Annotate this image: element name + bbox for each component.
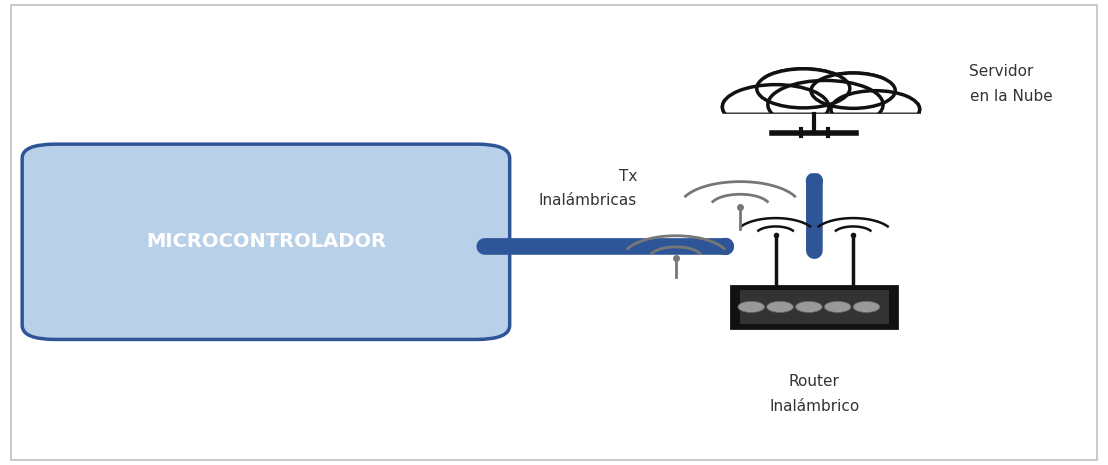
Circle shape: [853, 301, 880, 312]
FancyBboxPatch shape: [731, 286, 897, 328]
Circle shape: [831, 91, 920, 128]
FancyBboxPatch shape: [724, 77, 919, 114]
FancyBboxPatch shape: [11, 5, 1097, 460]
FancyBboxPatch shape: [22, 144, 510, 339]
Circle shape: [824, 301, 851, 312]
FancyBboxPatch shape: [740, 290, 889, 324]
Circle shape: [738, 301, 765, 312]
Circle shape: [768, 80, 883, 129]
Text: Router
Inalámbrico: Router Inalámbrico: [769, 374, 860, 414]
Circle shape: [767, 301, 793, 312]
Circle shape: [771, 82, 880, 127]
Circle shape: [814, 74, 892, 107]
Circle shape: [757, 69, 850, 108]
Circle shape: [722, 85, 829, 129]
Circle shape: [811, 73, 895, 108]
Circle shape: [796, 301, 822, 312]
Text: MICROCONTROLADOR: MICROCONTROLADOR: [146, 232, 386, 251]
Text: Servidor
en la Nube: Servidor en la Nube: [970, 64, 1053, 104]
Circle shape: [834, 92, 916, 126]
Text: Tx
Inalámbricas: Tx Inalámbricas: [538, 168, 637, 208]
Circle shape: [760, 70, 847, 106]
Circle shape: [726, 86, 825, 128]
